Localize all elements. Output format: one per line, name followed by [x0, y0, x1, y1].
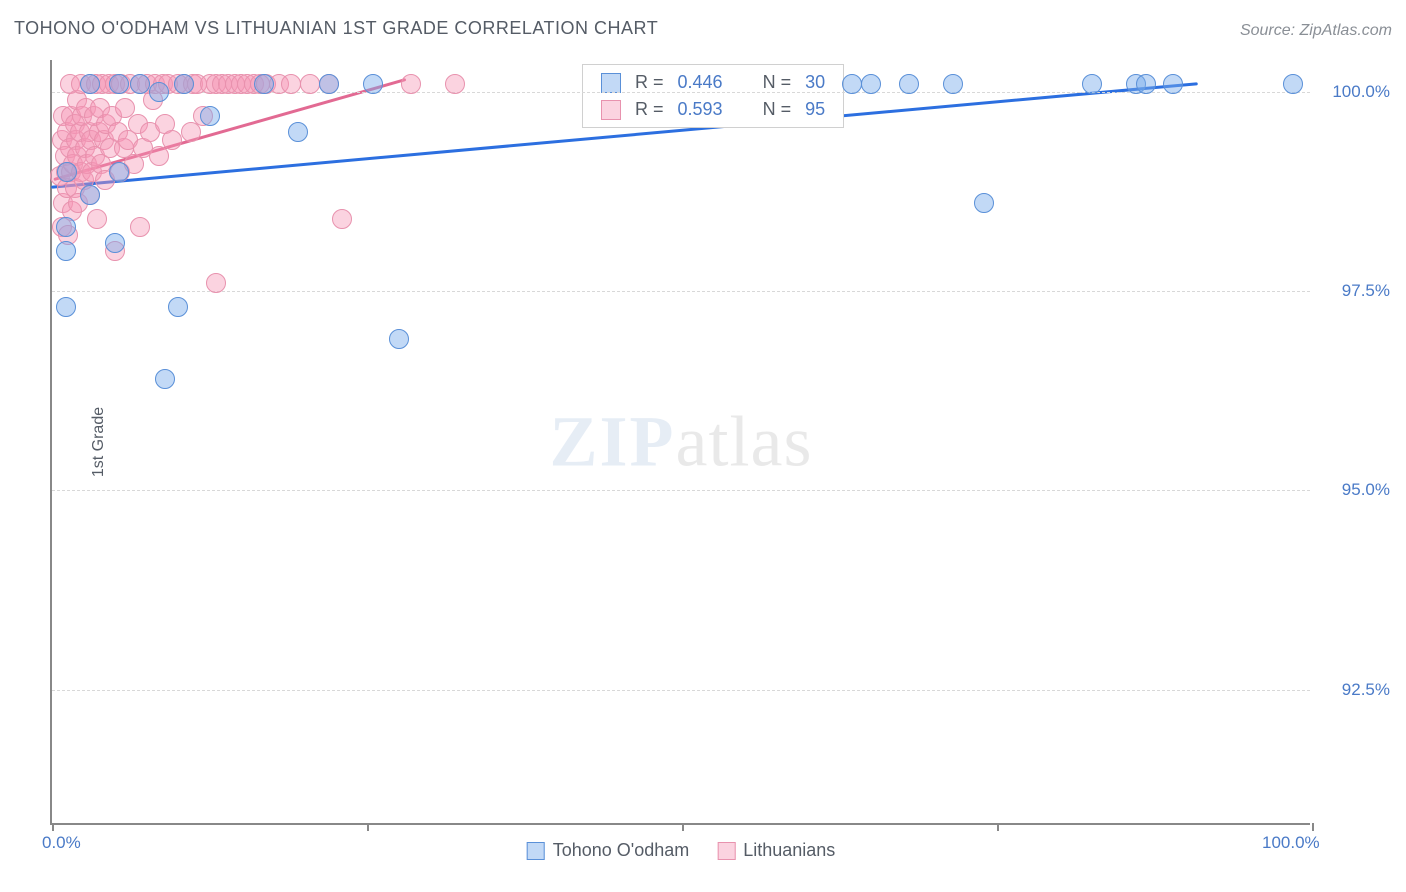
legend-item-1: Tohono O'odham	[527, 840, 690, 861]
stats-n-label-1: N =	[763, 72, 792, 93]
marker-tohono	[899, 74, 919, 94]
y-tick-label: 92.5%	[1320, 680, 1390, 700]
marker-tohono	[168, 297, 188, 317]
marker-lithuanian	[445, 74, 465, 94]
stats-r-value-2: 0.593	[678, 99, 723, 120]
stats-swatch-2	[601, 100, 621, 120]
marker-tohono	[288, 122, 308, 142]
marker-lithuanian	[181, 122, 201, 142]
marker-tohono	[1082, 74, 1102, 94]
marker-tohono	[319, 74, 339, 94]
chart-title: TOHONO O'ODHAM VS LITHUANIAN 1ST GRADE C…	[14, 18, 658, 39]
bottom-legend: Tohono O'odham Lithuanians	[527, 840, 836, 861]
y-tick-label: 95.0%	[1320, 480, 1390, 500]
y-tick-label: 97.5%	[1320, 281, 1390, 301]
gridline-h	[52, 490, 1310, 491]
watermark-atlas: atlas	[676, 401, 813, 481]
marker-tohono	[109, 74, 129, 94]
marker-tohono	[389, 329, 409, 349]
marker-lithuanian	[130, 217, 150, 237]
stats-n-label-2: N =	[763, 99, 792, 120]
legend-label-2: Lithuanians	[743, 840, 835, 861]
trend-lines	[52, 60, 1310, 823]
stats-box: R = 0.446 N = 30 R = 0.593 N = 95	[582, 64, 844, 128]
marker-tohono	[105, 233, 125, 253]
marker-tohono	[56, 297, 76, 317]
y-axis-label: 1st Grade	[90, 406, 108, 476]
marker-tohono	[80, 185, 100, 205]
marker-tohono	[943, 74, 963, 94]
marker-lithuanian	[332, 209, 352, 229]
legend-swatch-1	[527, 842, 545, 860]
marker-tohono	[974, 193, 994, 213]
x-tick	[52, 823, 54, 831]
marker-tohono	[200, 106, 220, 126]
marker-tohono	[56, 217, 76, 237]
marker-lithuanian	[162, 130, 182, 150]
x-tick	[682, 823, 684, 831]
stats-n-value-2: 95	[805, 99, 825, 120]
legend-item-2: Lithuanians	[717, 840, 835, 861]
marker-tohono	[1136, 74, 1156, 94]
chart-container: TOHONO O'ODHAM VS LITHUANIAN 1ST GRADE C…	[0, 0, 1406, 892]
marker-tohono	[174, 74, 194, 94]
stats-r-label-2: R =	[635, 99, 664, 120]
marker-tohono	[80, 74, 100, 94]
marker-lithuanian	[401, 74, 421, 94]
legend-swatch-2	[717, 842, 735, 860]
marker-tohono	[56, 241, 76, 261]
marker-lithuanian	[300, 74, 320, 94]
marker-tohono	[254, 74, 274, 94]
plot-area: 1st Grade ZIPatlas R = 0.446 N = 30 R = …	[50, 60, 1310, 825]
marker-tohono	[109, 162, 129, 182]
legend-label-1: Tohono O'odham	[553, 840, 690, 861]
x-tick-label: 100.0%	[1262, 833, 1320, 853]
x-tick-label: 0.0%	[42, 833, 81, 853]
stats-r-value-1: 0.446	[678, 72, 723, 93]
gridline-h	[52, 690, 1310, 691]
marker-tohono	[1163, 74, 1183, 94]
marker-tohono	[149, 82, 169, 102]
stats-row-2: R = 0.593 N = 95	[583, 96, 843, 123]
watermark-zip: ZIP	[550, 401, 676, 481]
x-tick	[1312, 823, 1314, 831]
marker-tohono	[861, 74, 881, 94]
marker-tohono	[1283, 74, 1303, 94]
marker-tohono	[57, 162, 77, 182]
y-tick-label: 100.0%	[1320, 82, 1390, 102]
x-tick	[367, 823, 369, 831]
watermark: ZIPatlas	[550, 400, 813, 483]
marker-lithuanian	[281, 74, 301, 94]
stats-n-value-1: 30	[805, 72, 825, 93]
marker-lithuanian	[206, 273, 226, 293]
stats-r-label-1: R =	[635, 72, 664, 93]
source-label: Source: ZipAtlas.com	[1240, 22, 1392, 40]
marker-tohono	[130, 74, 150, 94]
stats-swatch-1	[601, 73, 621, 93]
marker-lithuanian	[149, 146, 169, 166]
marker-tohono	[363, 74, 383, 94]
marker-tohono	[842, 74, 862, 94]
marker-lithuanian	[87, 209, 107, 229]
gridline-h	[52, 291, 1310, 292]
x-tick	[997, 823, 999, 831]
marker-tohono	[155, 369, 175, 389]
